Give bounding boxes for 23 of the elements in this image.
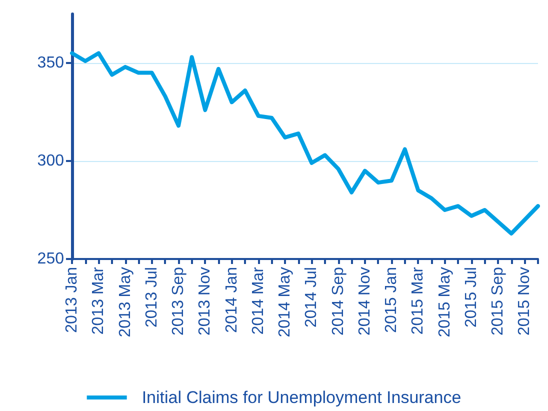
x-tick-label: 2015 Sep bbox=[490, 266, 507, 336]
x-tick-label: 2014 Sep bbox=[330, 266, 347, 336]
x-tick-label: 2015 Mar bbox=[410, 266, 427, 335]
x-tick-label: 2015 May bbox=[436, 267, 454, 338]
x-tick-label: 2015 Jul bbox=[462, 267, 480, 328]
y-tick-label: 350 bbox=[37, 54, 64, 72]
x-tick-label: 2014 Mar bbox=[250, 266, 267, 335]
x-tick-label: 2013 Jul bbox=[143, 267, 160, 328]
y-tick-label: 300 bbox=[37, 152, 64, 170]
x-tick-label: 2013 Nov bbox=[196, 267, 214, 336]
x-tick-label: 2013 Jan bbox=[64, 267, 80, 333]
x-tick-label: 2013 Mar bbox=[90, 266, 108, 335]
legend-label: Initial Claims for Unemployment Insurance bbox=[142, 388, 462, 407]
line-series bbox=[70, 51, 540, 236]
x-tick-label: 2014 Jul bbox=[303, 267, 320, 328]
x-tick-label: 2014 May bbox=[276, 267, 294, 338]
x-tick-label: 2013 Sep bbox=[170, 266, 188, 336]
y-tick-label: 250 bbox=[37, 250, 64, 268]
x-tick-label: 2014 Jan bbox=[223, 267, 240, 333]
x-tick-label: 2013 May bbox=[116, 267, 134, 338]
x-tick-label: 2015 Nov bbox=[516, 267, 534, 336]
x-tick-label: 2014 Nov bbox=[356, 267, 374, 336]
x-tick-label: 2015 Jan bbox=[383, 267, 400, 333]
